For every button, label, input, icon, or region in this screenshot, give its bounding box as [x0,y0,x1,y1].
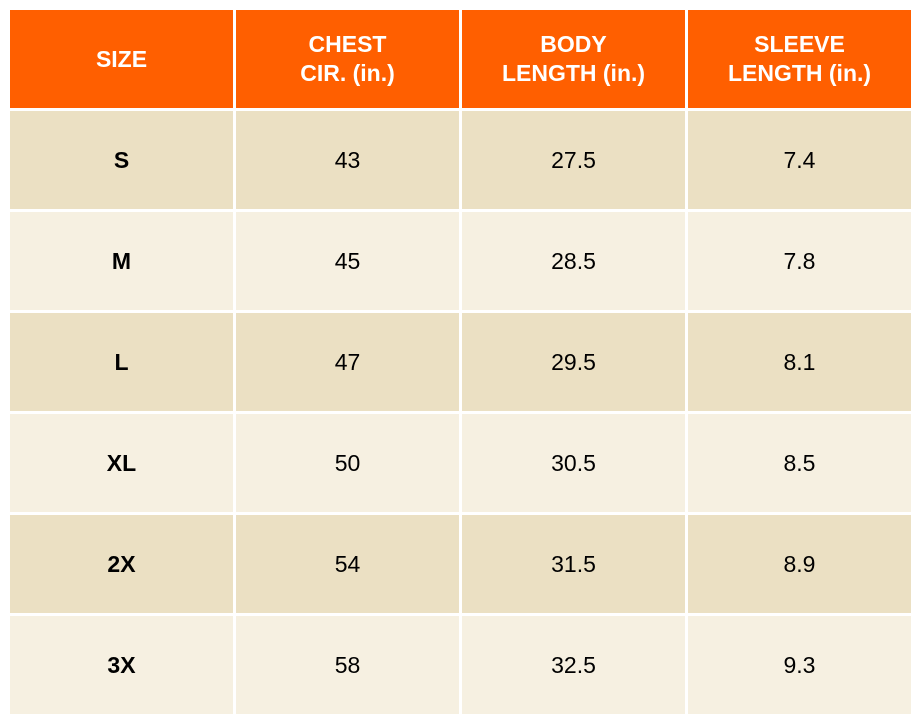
header-size: SIZE [10,10,233,108]
cell-body-length: 31.5 [462,515,685,613]
cell-size: 3X [10,616,233,714]
cell-size: M [10,212,233,310]
cell-chest: 58 [236,616,459,714]
cell-sleeve-length: 7.4 [688,111,911,209]
cell-chest: 50 [236,414,459,512]
cell-chest: 54 [236,515,459,613]
cell-sleeve-length: 8.9 [688,515,911,613]
size-chart-table: SIZE CHEST CIR. (in.) BODY LENGTH (in.) … [10,10,911,714]
cell-size: S [10,111,233,209]
cell-sleeve-length: 8.5 [688,414,911,512]
header-chest: CHEST CIR. (in.) [236,10,459,108]
cell-sleeve-length: 9.3 [688,616,911,714]
cell-body-length: 32.5 [462,616,685,714]
cell-body-length: 29.5 [462,313,685,411]
cell-sleeve-length: 8.1 [688,313,911,411]
cell-size: 2X [10,515,233,613]
header-body-length: BODY LENGTH (in.) [462,10,685,108]
cell-sleeve-length: 7.8 [688,212,911,310]
header-sleeve-length: SLEEVE LENGTH (in.) [688,10,911,108]
cell-size: XL [10,414,233,512]
cell-body-length: 28.5 [462,212,685,310]
cell-chest: 45 [236,212,459,310]
cell-chest: 47 [236,313,459,411]
cell-body-length: 27.5 [462,111,685,209]
cell-size: L [10,313,233,411]
cell-chest: 43 [236,111,459,209]
cell-body-length: 30.5 [462,414,685,512]
